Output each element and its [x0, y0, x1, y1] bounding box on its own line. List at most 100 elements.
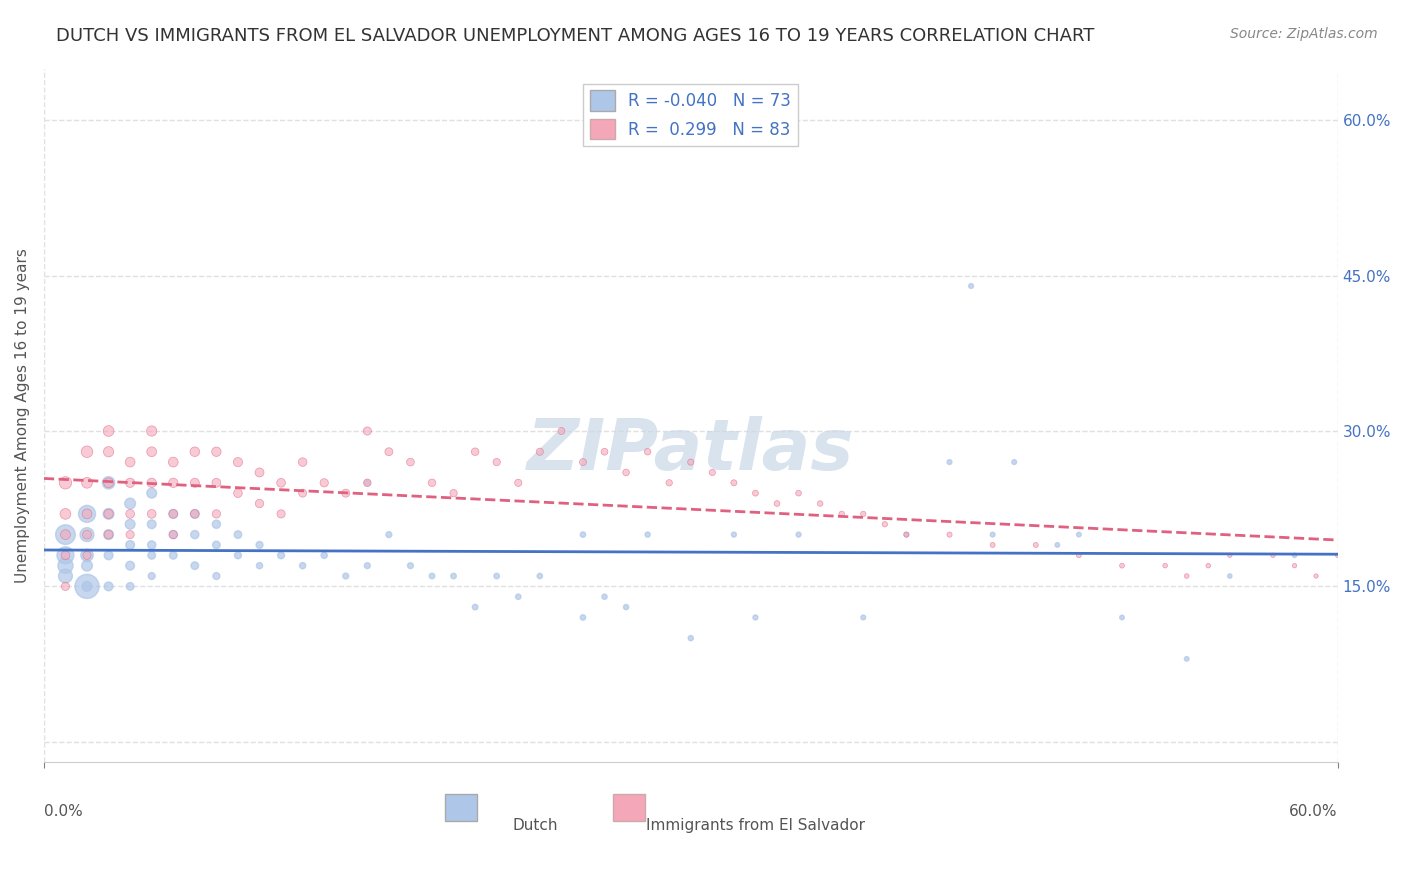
Point: [529, 569, 551, 583]
Point: [960, 279, 983, 293]
Point: [120, 527, 142, 541]
Point: [97, 444, 120, 458]
Point: [184, 507, 207, 521]
Point: [1175, 652, 1198, 666]
Point: [1067, 549, 1090, 563]
Point: [593, 444, 616, 458]
Point: [291, 558, 314, 573]
Point: [529, 444, 551, 458]
Point: [249, 538, 271, 552]
Point: [205, 538, 228, 552]
Point: [76, 579, 98, 593]
Point: [852, 507, 875, 521]
Point: [76, 475, 98, 490]
Point: [420, 569, 443, 583]
Point: [335, 486, 357, 500]
Point: [723, 527, 745, 541]
Point: [1111, 558, 1133, 573]
Point: [141, 538, 163, 552]
Text: Source: ZipAtlas.com: Source: ZipAtlas.com: [1230, 27, 1378, 41]
Point: [205, 444, 228, 458]
Point: [205, 475, 228, 490]
Point: [120, 558, 142, 573]
Point: [120, 517, 142, 532]
Point: [614, 466, 637, 480]
Point: [205, 517, 228, 532]
Point: [1219, 569, 1241, 583]
Point: [120, 455, 142, 469]
FancyBboxPatch shape: [613, 794, 645, 822]
Text: Immigrants from El Salvador: Immigrants from El Salvador: [645, 818, 865, 833]
Point: [141, 517, 163, 532]
Point: [249, 466, 271, 480]
Point: [637, 444, 659, 458]
Point: [1284, 549, 1306, 563]
Point: [162, 549, 184, 563]
Point: [270, 549, 292, 563]
Point: [270, 475, 292, 490]
Point: [723, 475, 745, 490]
Point: [141, 486, 163, 500]
Text: ZIPatlas: ZIPatlas: [527, 416, 855, 484]
Point: [184, 527, 207, 541]
Point: [314, 475, 336, 490]
Point: [808, 496, 831, 510]
Point: [852, 610, 875, 624]
Point: [205, 569, 228, 583]
Point: [291, 455, 314, 469]
Point: [485, 569, 508, 583]
Point: [249, 558, 271, 573]
Point: [399, 558, 422, 573]
Point: [249, 496, 271, 510]
Point: [97, 507, 120, 521]
Point: [702, 466, 724, 480]
Point: [97, 475, 120, 490]
Point: [593, 590, 616, 604]
Point: [831, 507, 853, 521]
Point: [1197, 558, 1219, 573]
Point: [76, 527, 98, 541]
Point: [356, 475, 378, 490]
Point: [226, 455, 249, 469]
Point: [226, 549, 249, 563]
Point: [679, 631, 702, 645]
Point: [141, 444, 163, 458]
Point: [184, 475, 207, 490]
Y-axis label: Unemployment Among Ages 16 to 19 years: Unemployment Among Ages 16 to 19 years: [15, 248, 30, 583]
Point: [162, 527, 184, 541]
Point: [464, 600, 486, 615]
Point: [378, 444, 401, 458]
Point: [55, 569, 77, 583]
Point: [76, 507, 98, 521]
Point: [55, 549, 77, 563]
Point: [291, 486, 314, 500]
Point: [508, 475, 530, 490]
Point: [162, 507, 184, 521]
Point: [162, 527, 184, 541]
Point: [120, 538, 142, 552]
Point: [572, 610, 595, 624]
Point: [76, 558, 98, 573]
Point: [1002, 455, 1025, 469]
Point: [658, 475, 681, 490]
Text: Dutch: Dutch: [513, 818, 558, 833]
Point: [184, 444, 207, 458]
Point: [1046, 538, 1069, 552]
Text: 0.0%: 0.0%: [44, 804, 83, 819]
Point: [55, 507, 77, 521]
Point: [141, 549, 163, 563]
Point: [637, 527, 659, 541]
Point: [744, 610, 766, 624]
Point: [572, 527, 595, 541]
Point: [270, 507, 292, 521]
Point: [1326, 549, 1348, 563]
Point: [184, 558, 207, 573]
Point: [55, 527, 77, 541]
Point: [1305, 569, 1327, 583]
Point: [162, 475, 184, 490]
Point: [1111, 610, 1133, 624]
Point: [55, 579, 77, 593]
Point: [356, 475, 378, 490]
Point: [55, 558, 77, 573]
Point: [1067, 527, 1090, 541]
